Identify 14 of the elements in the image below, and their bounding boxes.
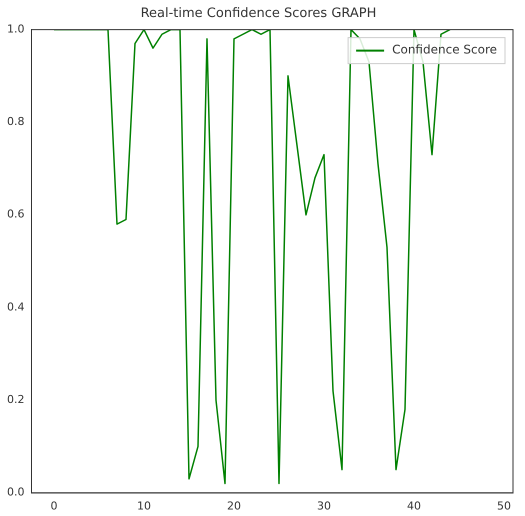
y-tick-label: 0.6 <box>6 208 24 221</box>
y-tick-label: 0.8 <box>6 115 24 128</box>
x-tick-label: 10 <box>136 499 151 512</box>
x-tick-label: 50 <box>497 499 511 512</box>
legend-label: Confidence Score <box>392 42 498 57</box>
x-tick-label: 30 <box>316 499 331 512</box>
y-tick-label: 1.0 <box>6 22 24 36</box>
x-tick-label: 40 <box>407 499 421 512</box>
y-tick-label: 0.2 <box>6 393 24 406</box>
chart-title: Real-time Confidence Scores GRAPH <box>140 6 376 22</box>
y-tick-label: 0.4 <box>6 300 24 314</box>
x-tick-label: 20 <box>226 499 241 512</box>
y-tick-label: 0.0 <box>6 486 24 499</box>
x-tick-label: 0 <box>50 499 58 512</box>
